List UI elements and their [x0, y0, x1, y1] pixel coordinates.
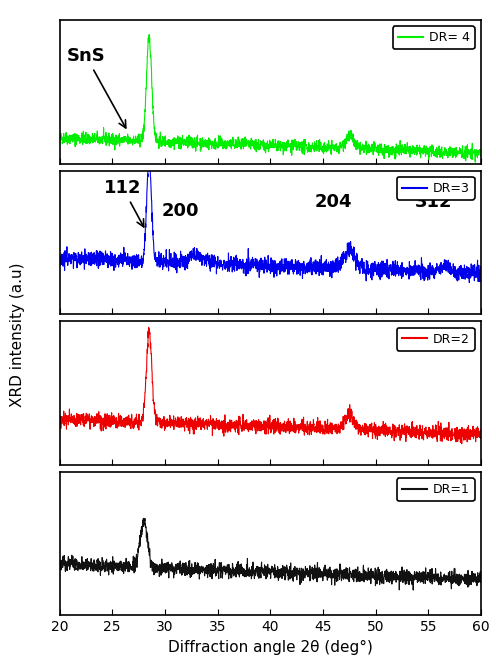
X-axis label: Diffraction angle 2θ (deg°): Diffraction angle 2θ (deg°)	[168, 640, 373, 655]
Text: XRD intensity (a.u): XRD intensity (a.u)	[10, 262, 25, 407]
Legend: DR=1: DR=1	[397, 478, 475, 501]
Text: 312: 312	[415, 193, 452, 211]
Legend: DR=2: DR=2	[397, 328, 475, 351]
Legend: DR= 4: DR= 4	[393, 26, 475, 50]
Legend: DR=3: DR=3	[397, 177, 475, 200]
Text: 112: 112	[104, 179, 144, 227]
Text: 200: 200	[162, 202, 199, 220]
Text: 204: 204	[315, 193, 352, 211]
Text: SnS: SnS	[66, 47, 126, 128]
